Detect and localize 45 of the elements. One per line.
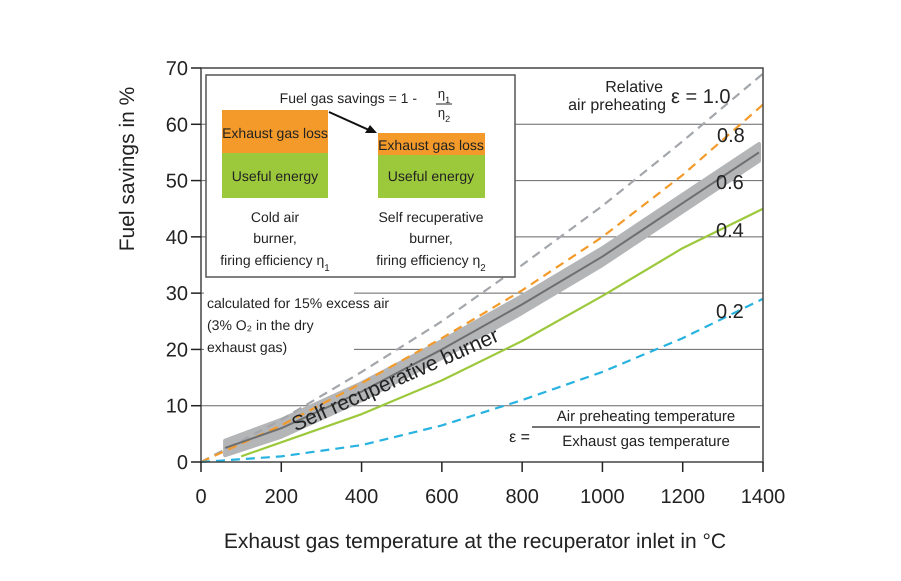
y-tick-label: 0 [176,452,188,474]
y-tick-label: 30 [166,283,188,306]
x-tick-label: 800 [505,486,539,508]
annotation: Exhaust gas temperature [562,433,730,450]
annotation: exhaust gas) [207,339,288,355]
x-tick-label: 400 [344,486,378,508]
annotation: Air preheating temperature [556,408,736,425]
series-label: ε = 1.0 [671,86,731,108]
annotation: η$_{2}$ [438,105,450,124]
y-tick-label: 60 [166,114,188,136]
x-axis-title: Exhaust gas temperature at the recuperator inlet in °C [224,530,726,553]
y-tick-label: 40 [166,226,188,249]
y-tick-label: 50 [166,170,188,193]
line-series [200,298,764,464]
annotation: (3% O₂ in the dry [207,317,314,333]
x-tick-label: 200 [264,486,298,508]
x-tick-label: 600 [425,486,459,508]
y-tick-label: 70 [166,58,188,80]
annotation: Exhaust gas loss [378,137,484,153]
annotation: Cold air [250,209,300,225]
annotation: ε = [509,429,530,446]
series-label: 0.6 [716,172,744,194]
x-tick-label: 1200 [660,486,705,508]
annotation: air preheating [568,97,666,114]
x-tick-label: 0 [195,486,207,508]
annotation: burner, [253,230,297,246]
annotation: Exhaust gas loss [222,125,328,141]
series-label: 0.2 [716,301,744,323]
annotation: Fuel gas savings = 1 - [280,90,418,106]
annotation: calculated for 15% excess air [207,295,390,311]
annotation: η$_{1}$ [438,86,450,105]
y-axis-title: Fuel savings in % [116,86,139,252]
y-tick-label: 20 [166,339,188,362]
annotation: Useful energy [232,168,318,184]
series-label: 0.4 [716,220,744,242]
annotation: Useful energy [388,168,474,184]
x-tick-label: 1400 [740,486,786,508]
annotation: firing efficiency η$_{2}$ [376,252,486,274]
y-tick-label: 10 [166,396,188,418]
annotation: Relative [605,79,664,96]
annotation: Self recuperative [378,209,484,225]
x-tick-label: 1000 [580,486,625,508]
series-label: 0.8 [717,125,745,147]
annotation: burner, [409,230,453,246]
annotation: firing efficiency η$_{1}$ [220,252,330,274]
